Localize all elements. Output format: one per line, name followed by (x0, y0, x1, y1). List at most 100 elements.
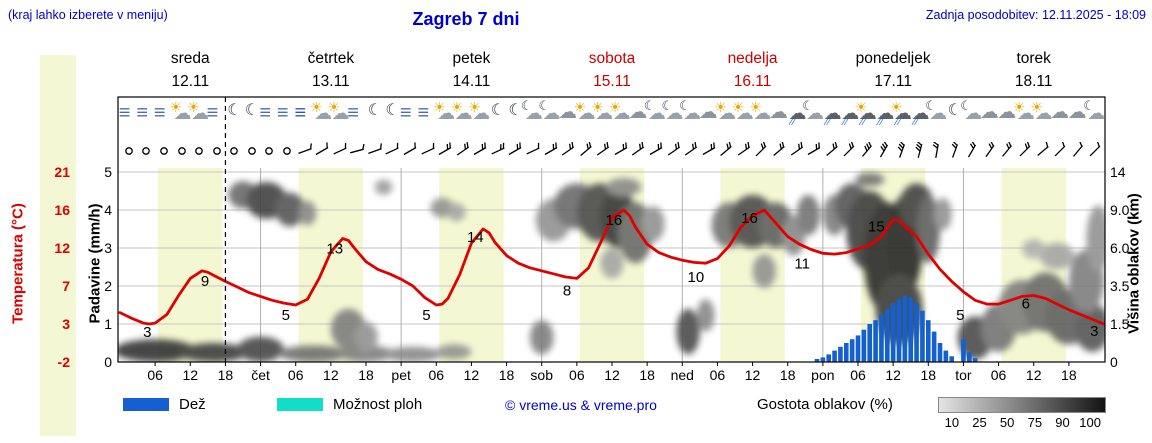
suncloud-weather-icon: ☀ ☁ (310, 99, 333, 123)
day-name: nedelja (727, 50, 778, 67)
time-axis-label: ned (670, 367, 694, 383)
cloud-blob (354, 322, 378, 352)
temperature-value-label: 16 (741, 210, 758, 227)
day-name: sobota (588, 50, 636, 67)
rain-bar (943, 350, 949, 362)
cloud-weather-icon: ☁ (698, 102, 718, 123)
temperature-value-label: 6 (1022, 296, 1030, 313)
rain-bar (920, 310, 925, 362)
temperature-tick-label: 16 (54, 202, 70, 218)
last-update-timestamp: Zadnja posodobitev: 12.11.2025 - 18:09 (925, 8, 1146, 22)
calm-wind-icon (283, 147, 291, 155)
day-date: 18.11 (1014, 73, 1053, 90)
rain-bar (902, 295, 908, 362)
wind-barb-icon (755, 142, 767, 157)
wind-barb-icon (807, 142, 821, 156)
lines-weather-icon: ≡ (259, 102, 272, 124)
temperature-value-label: 16 (606, 212, 623, 229)
rain-bar (961, 339, 966, 362)
wind-barb-icon (1002, 142, 1013, 157)
cloud-blob (696, 299, 715, 332)
moon-weather-icon: ☾ (508, 102, 523, 119)
wind-barb-icon (951, 142, 958, 158)
cloud-density-gradient-bar (938, 397, 1106, 413)
cloud-blob (600, 248, 624, 279)
rain-bar (931, 331, 937, 362)
temperature-tick-label: 21 (54, 164, 70, 180)
calm-wind-icon (247, 147, 256, 155)
cloud-weather-icon: ☁ (1050, 102, 1070, 123)
suncloud-weather-icon: ☀ ☁ (327, 99, 350, 123)
wind-barb-icon (385, 142, 399, 155)
cloud-blob (436, 344, 472, 360)
mooncloud-weather-icon: ☾ ☁ (925, 98, 948, 123)
time-axis-label: 12 (604, 367, 620, 383)
cloud-height-tick-label: 14 (1110, 164, 1126, 180)
cloud-blob (641, 206, 665, 242)
wind-barb-icon (561, 142, 575, 156)
suncloud-weather-icon: ☀ ☁ (1030, 99, 1053, 123)
wind-barb-icon (614, 142, 628, 156)
wind-barb-icon (315, 142, 329, 156)
rain-bar (820, 357, 826, 362)
cloud-density-tick-label: 90 (1055, 415, 1070, 430)
day-name: torek (1016, 50, 1051, 67)
temperature-value-label: 3 (1090, 323, 1098, 340)
rain-bar (925, 320, 931, 362)
time-axis-label: pon (811, 367, 835, 383)
time-axis-label: 12 (744, 367, 761, 383)
time-axis-label: 06 (850, 367, 866, 383)
cloud-blob (676, 308, 700, 355)
rain-bar (914, 303, 919, 362)
cloud-weather-icon: ☁ (1067, 102, 1087, 123)
cloud-weather-icon: ☁ (979, 102, 999, 123)
time-axis-label: 18 (217, 367, 234, 383)
wind-barb-icon (420, 142, 435, 155)
cloud-blob (237, 336, 284, 362)
time-axis-label: 18 (1061, 367, 1077, 383)
time-axis-label: 18 (920, 367, 937, 383)
rain-bar (861, 329, 867, 362)
temperature-value-label: 3 (143, 324, 151, 341)
rain-bar (937, 343, 943, 362)
lines-weather-icon: ≡ (118, 102, 131, 124)
daylight-band (158, 168, 223, 362)
moon-weather-icon: ☾ (385, 102, 400, 119)
lines-weather-icon: ≡ (399, 102, 412, 124)
wind-barb-icon (773, 142, 785, 156)
rain-bar (908, 297, 914, 362)
copyright-link[interactable]: © vreme.us & vreme.pro (505, 397, 657, 413)
suncloud-weather-icon: ☀ ☁ (433, 99, 456, 123)
day-name: četrtek (307, 50, 355, 67)
mooncloud-weather-icon: ☾ ☁ (679, 98, 702, 123)
lines-weather-icon: ≡ (206, 102, 219, 124)
day-name: sreda (170, 50, 210, 67)
time-axis-label: 12 (885, 367, 901, 383)
bluelines-weather-icon: ≡ (294, 102, 307, 124)
cloud-blob (430, 197, 454, 218)
cloud-blob (530, 320, 554, 355)
rainsun-weather-icon: ☀ ☁ ⁄⁄ (854, 99, 877, 128)
mooncloud-weather-icon: ☾ ☁ (520, 98, 543, 123)
cloud-height-tick-label: 6.0 (1110, 240, 1130, 256)
wind-barb-icon (367, 143, 382, 155)
rain-bar (826, 354, 832, 362)
cloud-density-legend-label: Gostota oblakov (%) (757, 396, 893, 413)
temperature-value-label: 5 (422, 307, 430, 324)
rain-bar (873, 320, 878, 362)
temperature-value-label: 13 (326, 241, 343, 258)
rain-bar (879, 314, 884, 362)
rain-bar (838, 346, 843, 362)
cloud-blob (178, 343, 249, 362)
wind-barb-icon (597, 142, 610, 156)
lines-weather-icon: ≡ (276, 102, 289, 124)
rain-bar (884, 308, 890, 362)
moon-weather-icon: ☾ (227, 102, 242, 119)
day-date: 16.11 (733, 73, 772, 90)
wind-barb-icon (702, 142, 716, 156)
rain-bar (867, 324, 873, 362)
wind-barb-icon (1089, 142, 1101, 157)
time-axis-label: 12 (182, 367, 199, 383)
suncloud-weather-icon: ☀ ☁ (608, 99, 631, 123)
raincloud-weather-icon: ☁ ⁄⁄ (823, 103, 842, 128)
